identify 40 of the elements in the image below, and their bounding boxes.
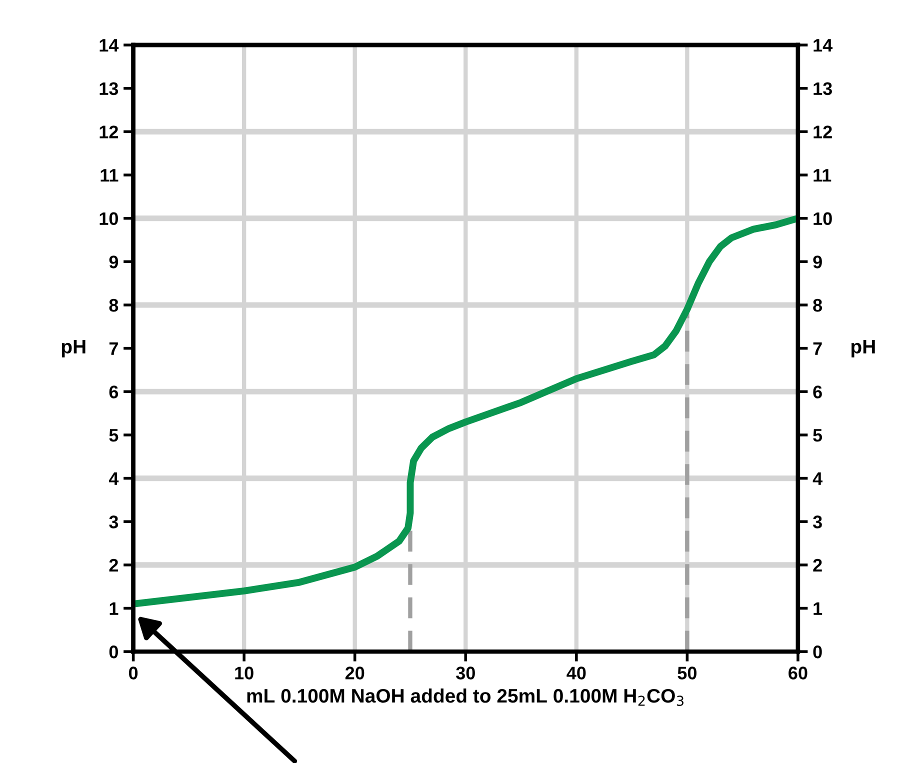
x-tick-label: 10 — [235, 666, 254, 680]
x-tick-label: 40 — [566, 666, 586, 680]
y2-tick-label: 12 — [814, 126, 832, 138]
x-tick-label: 20 — [345, 666, 364, 680]
y2-tick-label: 2 — [813, 558, 822, 572]
y-tick-label: 8 — [109, 298, 118, 312]
x-tick-label: 0 — [128, 666, 138, 680]
y-tick-label: 2 — [109, 558, 118, 572]
x-tick-label: 50 — [678, 666, 696, 680]
y-tick-label: 0 — [109, 646, 118, 658]
y-tick-label: 5 — [109, 429, 118, 442]
y-tick-label: 11 — [100, 169, 118, 182]
y2-tick-label: 8 — [813, 298, 822, 312]
x-tick-label: 60 — [788, 666, 808, 680]
y2-tick-label: 10 — [814, 212, 832, 226]
y-tick-label: 12 — [100, 126, 118, 138]
y-tick-label: 13 — [100, 82, 118, 96]
y-tick-label: 3 — [109, 516, 118, 528]
y2-tick-label: 13 — [814, 82, 832, 96]
x-axis-title: mL 0.100M NaOH added to 25mL 0.100M H$_{2}$CO$_{3}$ — [247, 688, 684, 706]
y2-tick-label: 0 — [813, 646, 822, 658]
y2-tick-label: 5 — [813, 429, 822, 442]
y2-tick-label: 1 — [814, 602, 822, 615]
y2-tick-label: 6 — [813, 386, 822, 398]
y-tick-label: 1 — [110, 602, 118, 615]
y-tick-label: 4 — [108, 472, 119, 485]
y-axis-title: pH — [62, 340, 86, 358]
y2-tick-label: 14 — [814, 39, 833, 52]
y-tick-label: 14 — [100, 39, 119, 52]
y-tick-label: 10 — [100, 212, 118, 226]
y2-tick-label: 7 — [813, 342, 822, 355]
y2-tick-label: 4 — [812, 472, 822, 485]
x-tick-label: 30 — [456, 666, 475, 680]
y2-tick-label: 11 — [814, 169, 832, 182]
y-tick-label: 9 — [109, 256, 118, 268]
y-tick-label: 6 — [109, 386, 118, 398]
y2-tick-label: 9 — [813, 256, 822, 268]
y2-tick-label: 3 — [812, 516, 822, 528]
y-tick-label: 7 — [109, 342, 118, 355]
y2-axis-title: pH — [852, 340, 875, 358]
